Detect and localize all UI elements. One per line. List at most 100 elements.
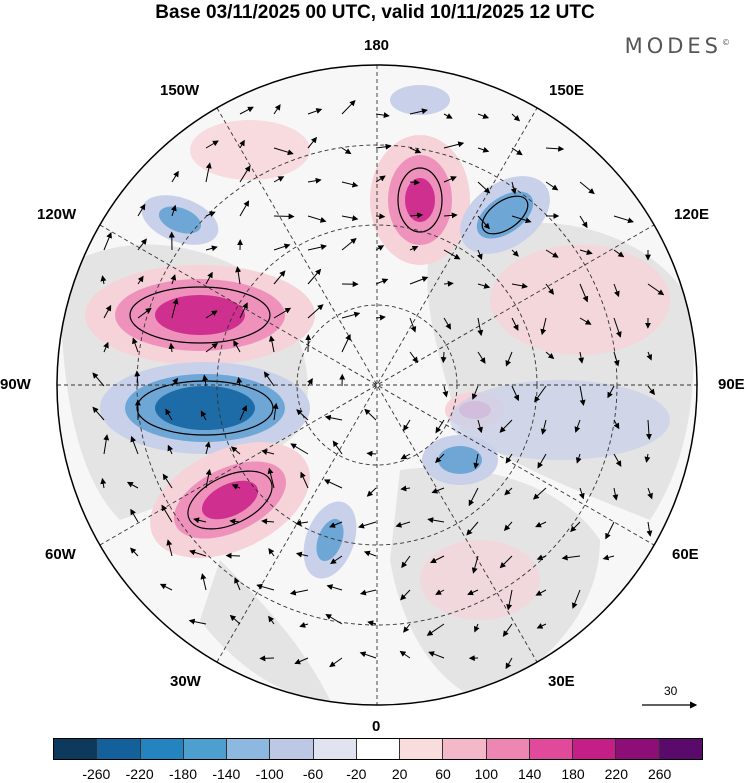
wind-vector <box>375 245 385 251</box>
wind-vector <box>409 351 419 364</box>
wind-vector <box>613 215 634 224</box>
lon-label-90w: 90W <box>0 376 31 393</box>
wind-vector <box>375 314 386 321</box>
wind-vector <box>536 623 547 629</box>
wind-vector <box>341 215 359 221</box>
modes-logo: MODES© <box>625 34 730 58</box>
wind-vector <box>103 231 112 251</box>
wind-vector <box>426 623 445 636</box>
wind-vector <box>267 467 275 489</box>
wind-vector <box>440 351 447 364</box>
wind-vector <box>341 147 352 155</box>
wind-vector <box>409 245 419 252</box>
wind-vector <box>579 249 593 255</box>
wind-vector <box>375 278 389 285</box>
wind-vector <box>205 468 212 489</box>
wind-vector <box>239 165 251 183</box>
wind-vector <box>205 245 218 252</box>
wind-vector <box>323 479 343 489</box>
colorbar-swatch <box>616 739 660 759</box>
wind-vector <box>506 589 513 611</box>
wind-vector <box>126 481 139 489</box>
wind-vector <box>545 249 559 258</box>
wind-vector <box>234 577 241 591</box>
wind-vector <box>205 140 219 149</box>
wind-vector <box>273 147 294 156</box>
wind-vector <box>435 453 445 464</box>
wind-vector <box>225 552 241 559</box>
wind-vector <box>647 283 665 296</box>
wind-vector <box>561 554 581 561</box>
wind-vector <box>575 453 582 464</box>
wind-vector <box>162 473 173 489</box>
wind-vector <box>325 613 343 625</box>
wind-vector <box>307 177 322 184</box>
wind-vector <box>137 307 152 319</box>
wind-vector <box>613 249 625 258</box>
colorbar-tick-label: -220 <box>125 766 154 782</box>
colorbar-tick-label: -180 <box>168 766 198 782</box>
wind-vector <box>503 521 513 531</box>
wind-vector <box>165 408 173 421</box>
colorbar-swatch <box>227 739 271 759</box>
wind-vector <box>272 402 279 421</box>
lon-label-120w: 120W <box>37 206 77 223</box>
wind-vector <box>476 249 483 261</box>
wind-vector <box>307 268 322 285</box>
lon-label-30w: 30W <box>170 673 201 690</box>
wind-vector <box>443 249 461 260</box>
wind-vector <box>607 385 615 399</box>
wind-vector <box>137 275 144 285</box>
wind-vector <box>103 341 109 353</box>
wind-vector <box>130 508 139 523</box>
wind-vector <box>167 444 174 455</box>
wind-vector <box>103 434 110 455</box>
map-border <box>56 64 698 706</box>
colorbar-tick-label: 140 <box>517 766 542 782</box>
wind-vector <box>261 518 275 525</box>
wind-vector <box>299 622 309 628</box>
wind-vector <box>256 583 275 591</box>
wind-vector <box>307 215 327 223</box>
wind-vector <box>359 589 377 596</box>
wind-vector <box>400 453 411 460</box>
wind-vector <box>571 589 581 609</box>
wind-vector <box>477 215 490 230</box>
wind-vector <box>268 547 275 557</box>
wind-vector <box>100 275 107 285</box>
wind-vector <box>574 419 581 433</box>
wind-vector <box>511 147 523 156</box>
wind-vector <box>510 181 517 195</box>
wind-vector <box>403 623 411 633</box>
wind-vector <box>92 406 105 421</box>
wind-vector <box>161 504 173 523</box>
colorbar-tick-label: 20 <box>391 766 408 782</box>
wind-vector <box>273 104 281 115</box>
wind-vector <box>171 170 179 183</box>
wind-vector <box>535 521 547 528</box>
wind-vector <box>171 377 179 387</box>
wind-vector <box>511 385 520 402</box>
wind-vector <box>273 270 286 285</box>
wind-vector <box>471 555 479 574</box>
wind-vector <box>644 453 651 463</box>
colorbar-swatch <box>400 739 444 759</box>
lon-label-150w: 150W <box>160 82 200 99</box>
wind-vector <box>468 487 479 507</box>
wind-vector <box>505 453 513 464</box>
wind-vector <box>341 99 356 115</box>
graticule <box>57 65 697 705</box>
wind-vector <box>435 419 445 434</box>
wind-vector <box>431 487 445 494</box>
lon-label-120e: 120E <box>674 206 710 223</box>
wind-vector <box>100 477 107 489</box>
wind-vector <box>395 521 411 528</box>
wind-vector <box>307 378 313 387</box>
wind-vector <box>545 283 554 295</box>
wind-vector <box>443 113 453 119</box>
colorbar-tick-label: -140 <box>212 766 241 782</box>
wind-vector <box>435 589 445 595</box>
wind-vector <box>375 213 386 220</box>
wind-vector <box>473 453 480 469</box>
wind-vector <box>341 311 361 319</box>
